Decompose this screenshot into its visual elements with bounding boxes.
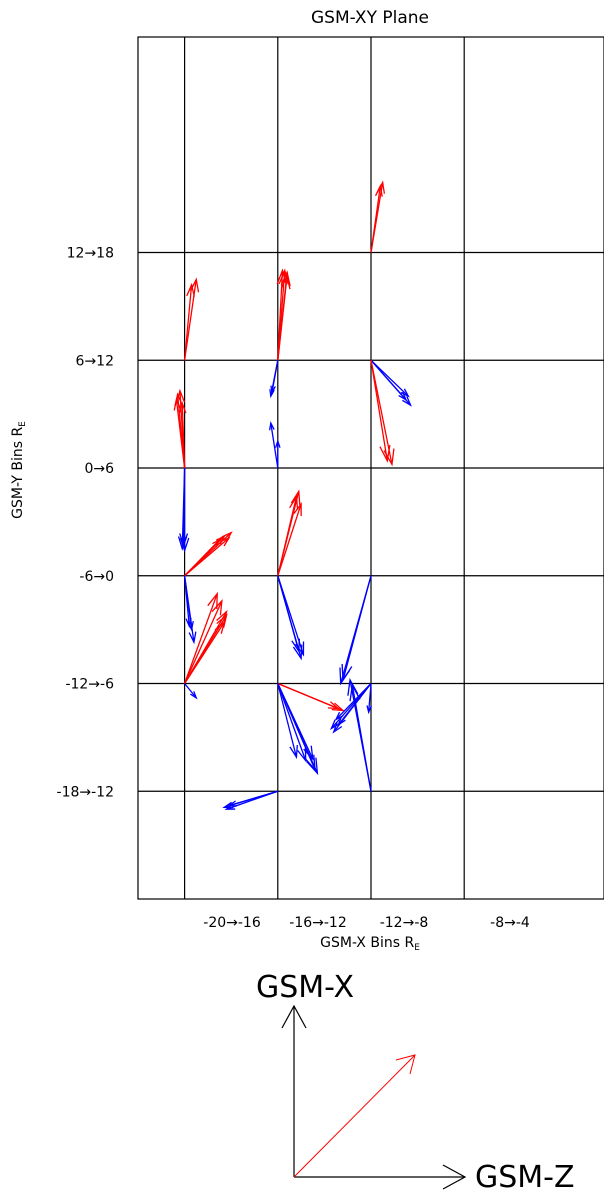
vector-arrow-red <box>184 599 223 684</box>
legend-up-arrowhead <box>281 1004 307 1029</box>
vector-arrow-red <box>173 397 186 469</box>
vector-arrow-red <box>178 401 187 469</box>
x-axis-label-subscript: E <box>414 943 420 953</box>
vector-arrow-blue <box>268 421 279 469</box>
vector-arrow-blue <box>274 438 281 468</box>
y-tick-labels: -18→-12 -12→-6 -6→0 0→6 6→12 12→18 <box>57 246 115 801</box>
legend-right-label: GSM-Z <box>475 1160 575 1193</box>
y-tick-label: 12→18 <box>67 246 114 262</box>
x-axis-label-text: GSM-X Bins R <box>320 935 414 951</box>
vectors <box>173 180 412 810</box>
vector-arrow-red <box>184 538 221 577</box>
vector-arrow-red <box>277 273 291 361</box>
x-tick-labels: -20→-16 -16→-12 -12→-8 -8→-4 <box>203 915 530 931</box>
y-tick-label: -18→-12 <box>57 784 114 800</box>
vector-arrow-blue <box>177 467 188 551</box>
x-tick-label: -8→-4 <box>490 915 530 931</box>
vector-arrow-blue <box>277 575 305 657</box>
vector-arrow-blue <box>184 683 198 700</box>
vector-arrow-blue <box>183 575 197 645</box>
vector-arrow-red <box>277 494 299 576</box>
y-axis-label-text: GSM-Y Bins R <box>10 427 26 519</box>
vector-arrow-blue <box>179 467 189 548</box>
orientation-legend: GSM-X GSM-Z <box>256 970 575 1193</box>
vector-arrow-blue <box>370 359 412 407</box>
y-axis-label-subscript: E <box>18 421 28 427</box>
vector-arrow-blue <box>277 683 307 763</box>
vector-arrow-blue <box>270 360 279 395</box>
vector-arrow-blue <box>366 683 373 715</box>
vector-arrow-blue <box>277 683 319 776</box>
y-tick-label: 0→6 <box>84 461 114 477</box>
vector-arrow-red <box>184 613 228 684</box>
x-axis-label: GSM-X Bins RE <box>320 935 420 953</box>
vector-arrow-blue <box>277 683 298 760</box>
grid <box>137 36 604 900</box>
vector-arrow-red <box>370 360 395 467</box>
vector-arrow-red <box>183 591 218 684</box>
chart-title: GSM-XY Plane <box>311 8 429 28</box>
y-axis-label: GSM-Y Bins RE <box>10 421 28 519</box>
x-tick-label: -12→-8 <box>380 915 429 931</box>
vector-arrow-blue <box>226 790 278 807</box>
legend-diagonal-arrowhead <box>395 1054 416 1075</box>
vector-arrow-red <box>370 360 391 463</box>
legend-right-arrowhead <box>442 1164 467 1190</box>
vector-arrow-red <box>277 682 341 710</box>
x-tick-label: -16→-12 <box>289 915 346 931</box>
y-tick-label: -12→-6 <box>65 677 114 693</box>
y-tick-label: 6→12 <box>76 353 114 369</box>
vector-arrow-red <box>184 536 231 577</box>
y-tick-label: -6→0 <box>79 569 114 585</box>
vector-arrow-red <box>183 282 195 361</box>
x-tick-label: -20→-16 <box>203 915 261 931</box>
vector-arrow-blue <box>183 575 192 629</box>
vector-arrow-red <box>370 184 383 253</box>
legend-diagonal-arrow <box>293 1054 416 1178</box>
vector-arrow-red <box>277 501 302 576</box>
vector-arrow-blue <box>341 575 372 682</box>
vector-arrow-blue <box>349 683 372 792</box>
legend-up-label: GSM-X <box>256 970 354 1005</box>
